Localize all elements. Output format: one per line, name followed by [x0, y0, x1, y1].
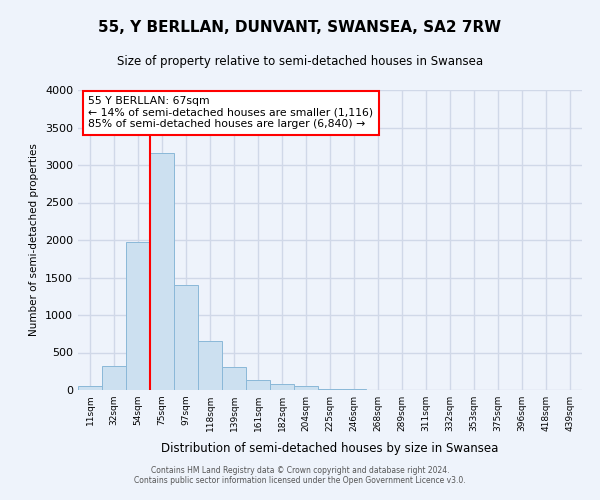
Bar [174, 285, 198, 390]
Bar [222, 367, 246, 390]
Bar [270, 384, 294, 390]
Bar [342, 389, 366, 390]
Bar [126, 242, 150, 390]
X-axis label: Distribution of semi-detached houses by size in Swansea: Distribution of semi-detached houses by … [161, 442, 499, 456]
Text: Size of property relative to semi-detached houses in Swansea: Size of property relative to semi-detach… [117, 55, 483, 68]
Bar [294, 386, 318, 390]
Bar [150, 153, 174, 390]
Bar [102, 366, 126, 390]
Bar [246, 380, 270, 390]
Text: Contains HM Land Registry data © Crown copyright and database right 2024.
Contai: Contains HM Land Registry data © Crown c… [134, 466, 466, 485]
Text: 55, Y BERLLAN, DUNVANT, SWANSEA, SA2 7RW: 55, Y BERLLAN, DUNVANT, SWANSEA, SA2 7RW [98, 20, 502, 35]
Y-axis label: Number of semi-detached properties: Number of semi-detached properties [29, 144, 40, 336]
Bar [198, 341, 222, 390]
Bar [318, 388, 342, 390]
Bar [78, 386, 102, 390]
Text: 55 Y BERLLAN: 67sqm
← 14% of semi-detached houses are smaller (1,116)
85% of sem: 55 Y BERLLAN: 67sqm ← 14% of semi-detach… [88, 96, 373, 129]
